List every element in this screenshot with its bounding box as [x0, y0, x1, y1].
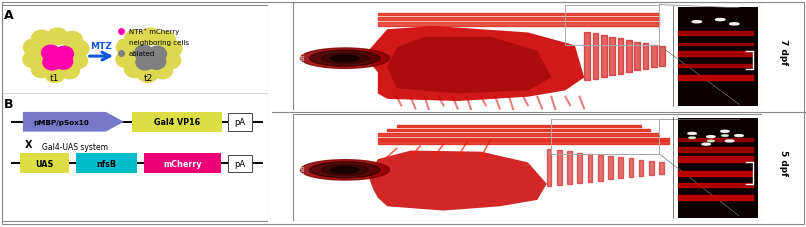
- Circle shape: [307, 50, 383, 67]
- Circle shape: [162, 41, 182, 57]
- FancyBboxPatch shape: [228, 114, 251, 131]
- Text: UAS: UAS: [35, 159, 54, 168]
- Circle shape: [155, 32, 175, 49]
- Circle shape: [48, 29, 68, 45]
- Text: Tg(Sox10:Gal4);
Tg(UAS:nfsB:mCherry): Tg(Sox10:Gal4); Tg(UAS:nfsB:mCherry): [295, 141, 305, 195]
- Circle shape: [148, 47, 167, 62]
- Circle shape: [124, 62, 145, 78]
- Text: Tg(MBP:Gal4);
Tg(UAS:nfsB:mCherry): Tg(MBP:Gal4); Tg(UAS:nfsB:mCherry): [295, 29, 305, 84]
- Circle shape: [688, 133, 696, 135]
- Polygon shape: [368, 151, 546, 211]
- Circle shape: [721, 135, 729, 137]
- Text: Tg(Sox10:Gal4);
Tg(UAS:nfsB:mCherry): Tg(Sox10:Gal4); Tg(UAS:nfsB:mCherry): [277, 142, 288, 194]
- Text: nfsB: nfsB: [97, 159, 117, 168]
- Circle shape: [147, 55, 166, 70]
- Circle shape: [307, 162, 383, 179]
- Circle shape: [322, 54, 368, 64]
- Circle shape: [689, 137, 696, 139]
- Text: mCherry: mCherry: [163, 159, 202, 168]
- Text: Gal4-UAS system: Gal4-UAS system: [42, 143, 107, 152]
- Circle shape: [140, 29, 160, 45]
- Text: pA: pA: [234, 118, 245, 127]
- Text: A: A: [4, 9, 14, 22]
- Polygon shape: [23, 112, 124, 132]
- Circle shape: [716, 20, 725, 22]
- Point: [115, 30, 128, 34]
- Bar: [566, 5, 659, 46]
- Text: pA: pA: [234, 159, 245, 168]
- Text: 7 dpf: 7 dpf: [779, 38, 788, 64]
- Circle shape: [69, 41, 89, 57]
- Circle shape: [707, 136, 715, 138]
- Point: [115, 52, 128, 55]
- Text: B: B: [4, 97, 14, 110]
- Text: Tg(MBP:Gal4);
Tg(UAS:nfsB:mCherry): Tg(MBP:Gal4); Tg(UAS:nfsB:mCherry): [277, 30, 288, 83]
- Circle shape: [301, 160, 389, 180]
- Bar: [678, 8, 758, 107]
- Text: NTR⁺ mCherry: NTR⁺ mCherry: [129, 28, 179, 35]
- Circle shape: [43, 55, 61, 71]
- Circle shape: [702, 143, 710, 146]
- FancyBboxPatch shape: [20, 154, 69, 173]
- Text: X: X: [24, 139, 32, 149]
- Circle shape: [55, 47, 73, 62]
- Polygon shape: [387, 37, 551, 94]
- Circle shape: [23, 40, 44, 56]
- Text: t1: t1: [50, 74, 60, 83]
- Circle shape: [135, 46, 153, 61]
- Circle shape: [721, 131, 729, 133]
- Circle shape: [62, 32, 82, 49]
- Bar: [551, 120, 659, 154]
- Text: Gal4 VP16: Gal4 VP16: [154, 118, 200, 127]
- Circle shape: [692, 22, 701, 24]
- Circle shape: [23, 52, 43, 68]
- Text: neighboring cells: neighboring cells: [129, 40, 189, 46]
- Text: ablated: ablated: [129, 51, 155, 57]
- FancyBboxPatch shape: [76, 154, 137, 173]
- Circle shape: [725, 140, 733, 142]
- Circle shape: [331, 167, 359, 173]
- Circle shape: [310, 162, 380, 178]
- Circle shape: [136, 55, 155, 71]
- Circle shape: [60, 63, 80, 79]
- Circle shape: [138, 67, 158, 83]
- Circle shape: [124, 31, 145, 48]
- Circle shape: [322, 165, 368, 175]
- Circle shape: [708, 141, 714, 142]
- Text: B: B: [310, 114, 318, 124]
- Circle shape: [31, 62, 52, 78]
- Circle shape: [331, 56, 359, 62]
- FancyBboxPatch shape: [132, 112, 222, 132]
- Circle shape: [301, 49, 389, 69]
- Text: 5 dpf: 5 dpf: [779, 150, 788, 176]
- Text: MTZ: MTZ: [90, 42, 112, 51]
- Text: t2: t2: [143, 74, 152, 83]
- Circle shape: [44, 67, 65, 83]
- Circle shape: [729, 24, 739, 26]
- Circle shape: [42, 46, 60, 61]
- Text: pMBP/pSox10: pMBP/pSox10: [33, 119, 89, 125]
- Circle shape: [31, 31, 52, 48]
- FancyBboxPatch shape: [228, 155, 251, 172]
- Circle shape: [152, 63, 172, 79]
- Circle shape: [117, 40, 137, 56]
- Bar: [678, 119, 758, 218]
- Text: A: A: [310, 3, 318, 13]
- Circle shape: [735, 135, 743, 137]
- Circle shape: [54, 55, 73, 70]
- Polygon shape: [364, 27, 584, 101]
- Circle shape: [116, 52, 136, 68]
- FancyBboxPatch shape: [144, 154, 221, 173]
- Circle shape: [160, 53, 181, 69]
- Point: [115, 41, 128, 44]
- Circle shape: [310, 51, 380, 67]
- Circle shape: [68, 53, 88, 69]
